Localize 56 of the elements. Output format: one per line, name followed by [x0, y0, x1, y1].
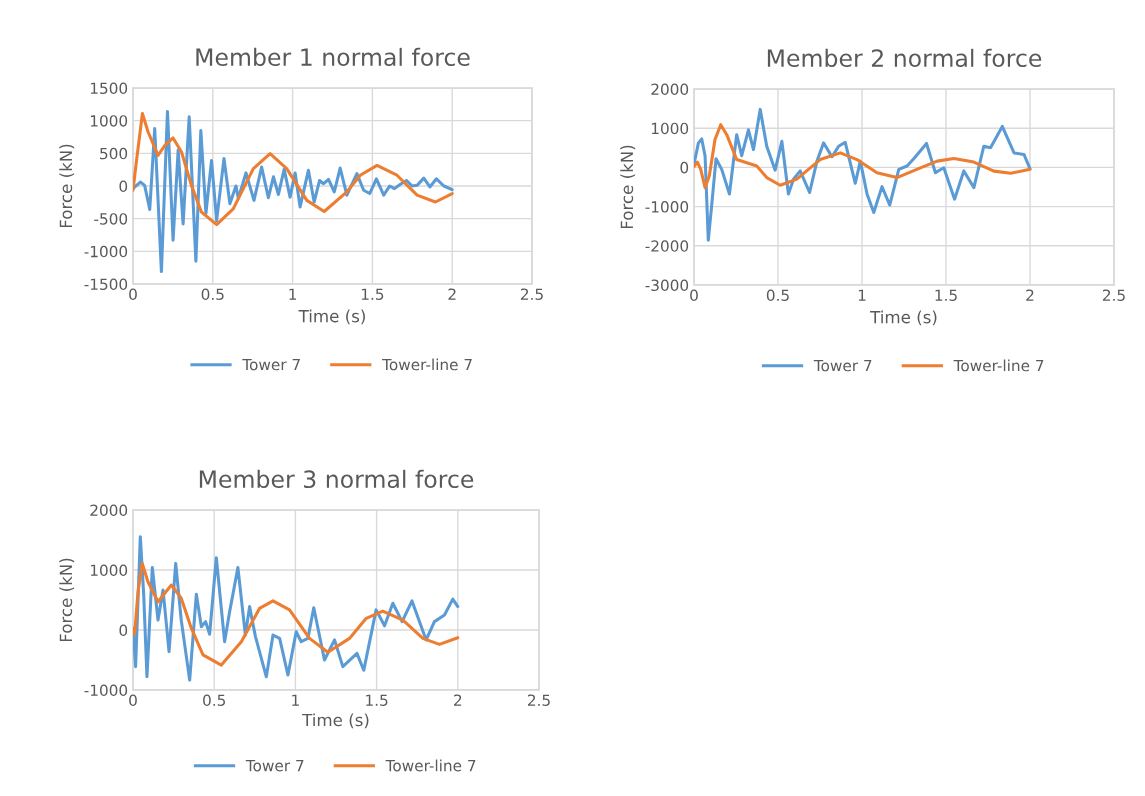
- y-axis-title: Force (kN): [59, 558, 75, 642]
- x-tick-label: 0.5: [766, 289, 789, 301]
- y-tick-label: -1000: [84, 684, 128, 697]
- y-tick-label: 1000: [651, 122, 689, 135]
- y-axis-title: Force (kN): [620, 145, 636, 229]
- y-tick-label: -500: [94, 213, 128, 225]
- x-tick-label: 1.5: [935, 289, 957, 301]
- y-tick-label: 2000: [651, 83, 689, 96]
- chart-title: Member 2 normal force: [767, 48, 1042, 68]
- y-tick-label: 1000: [90, 115, 128, 127]
- y-tick-label: -2000: [645, 240, 689, 252]
- x-tick-label: 1.5: [361, 288, 384, 300]
- x-tick-label: 2.5: [1102, 289, 1125, 301]
- x-tick-label: 2: [1026, 289, 1034, 301]
- y-tick-label: 0: [680, 161, 689, 174]
- line-series: [694, 123, 1032, 190]
- legend-label: Tower-line 7: [953, 359, 1044, 372]
- y-tick-label: 2000: [90, 504, 128, 517]
- line-series: [694, 107, 1032, 242]
- x-tick-label: 0: [129, 694, 137, 706]
- y-tick-label: 500: [100, 147, 128, 160]
- y-tick-label: -3000: [645, 279, 689, 292]
- line-series: [133, 535, 460, 682]
- y-tick-label: 1500: [90, 82, 128, 95]
- y-tick-label: -1500: [84, 278, 128, 291]
- x-tick-label: 2.5: [527, 694, 550, 706]
- y-tick-label: 0: [119, 624, 128, 637]
- chart-title: Member 1 normal force: [196, 47, 470, 67]
- y-tick-label: 0: [119, 180, 128, 193]
- y-tick-label: 1000: [90, 564, 128, 577]
- legend-label: Tower-line 7: [382, 358, 472, 371]
- x-axis-title: Time (s): [298, 309, 365, 325]
- x-tick-label: 0.5: [203, 694, 226, 706]
- x-tick-label: 2.5: [520, 288, 543, 300]
- x-tick-label: 1: [858, 289, 866, 301]
- x-tick-label: 0: [690, 289, 698, 301]
- x-tick-label: 2: [454, 694, 462, 706]
- line-series: [133, 111, 454, 227]
- y-tick-label: -1000: [645, 201, 689, 213]
- x-axis-title: Time (s): [302, 713, 369, 729]
- x-tick-label: 1: [289, 288, 297, 300]
- x-tick-label: 0: [129, 288, 137, 300]
- x-tick-label: 1: [292, 694, 299, 706]
- x-tick-label: 1.5: [366, 694, 388, 706]
- y-axis-title: Force (kN): [59, 144, 75, 228]
- line-series: [133, 109, 454, 274]
- legend-label: Tower-line 7: [385, 759, 476, 772]
- chart-title: Member 3 normal force: [199, 469, 474, 489]
- legend-label: Tower 7: [245, 760, 304, 772]
- legend-label: Tower 7: [813, 359, 872, 372]
- x-tick-label: 2: [448, 288, 456, 300]
- line-series: [133, 561, 460, 667]
- x-tick-label: 0.5: [201, 288, 224, 300]
- x-axis-title: Time (s): [870, 310, 937, 326]
- legend-label: Tower 7: [242, 358, 300, 371]
- y-tick-label: -1000: [84, 245, 128, 258]
